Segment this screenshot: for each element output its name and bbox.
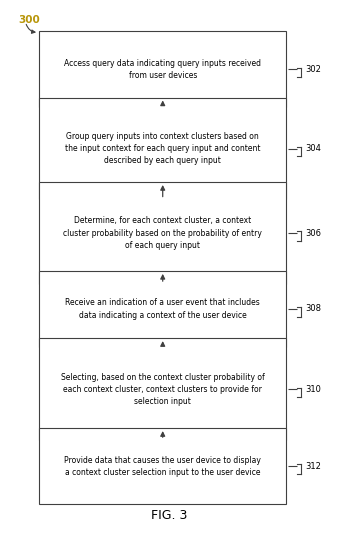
- Text: 308: 308: [305, 305, 321, 313]
- Text: 304: 304: [305, 144, 321, 153]
- Text: 310: 310: [305, 385, 321, 393]
- Text: Determine, for each context cluster, a context
cluster probability based on the : Determine, for each context cluster, a c…: [63, 216, 262, 250]
- Text: 306: 306: [305, 229, 321, 237]
- Text: 300: 300: [19, 15, 40, 25]
- Text: FIG. 3: FIG. 3: [151, 509, 188, 522]
- Text: Provide data that causes the user device to display
a context cluster selection : Provide data that causes the user device…: [64, 455, 261, 477]
- FancyBboxPatch shape: [39, 98, 286, 199]
- Text: Selecting, based on the context cluster probability of
each context cluster, con: Selecting, based on the context cluster …: [61, 372, 265, 406]
- FancyBboxPatch shape: [39, 182, 286, 284]
- Text: Access query data indicating query inputs received
from user devices: Access query data indicating query input…: [64, 59, 261, 80]
- FancyBboxPatch shape: [39, 428, 286, 504]
- Text: 302: 302: [305, 65, 321, 74]
- Text: Group query inputs into context clusters based on
the input context for each que: Group query inputs into context clusters…: [65, 132, 260, 165]
- Text: Receive an indication of a user event that includes
data indicating a context of: Receive an indication of a user event th…: [65, 298, 260, 320]
- FancyBboxPatch shape: [39, 271, 286, 347]
- Text: 312: 312: [305, 462, 321, 470]
- FancyBboxPatch shape: [39, 338, 286, 440]
- FancyBboxPatch shape: [39, 31, 286, 107]
